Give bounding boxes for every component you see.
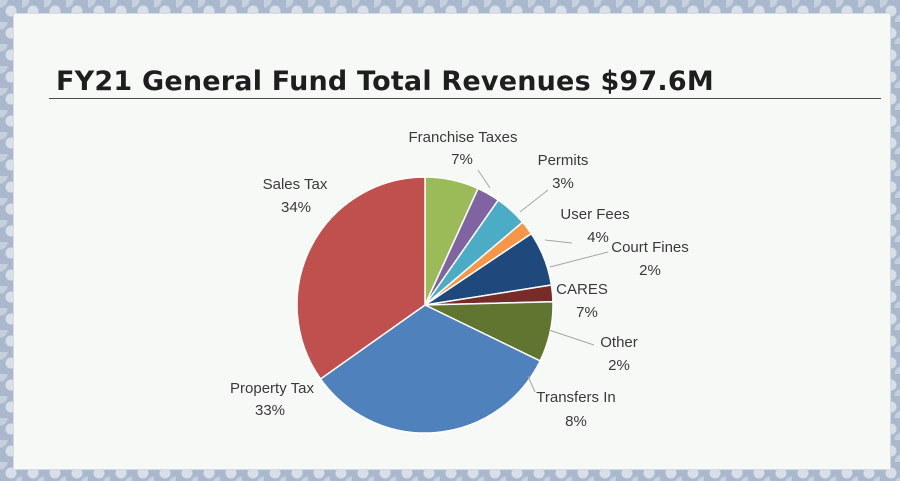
slice-label-property-tax: Property Tax bbox=[230, 380, 314, 397]
slice-label-cares: CARES bbox=[556, 281, 608, 298]
slice-label-franchise-taxes: Franchise Taxes bbox=[409, 129, 518, 146]
leader-line-court-fines bbox=[549, 251, 609, 268]
slice-percent-transfers-in: 8% bbox=[565, 413, 587, 430]
slice-label-court-fines: Court Fines bbox=[611, 239, 689, 256]
slice-percent-other: 2% bbox=[608, 357, 630, 374]
leader-line-user-fees bbox=[544, 239, 573, 244]
page-title: FY21 General Fund Total Revenues $97.6M bbox=[56, 66, 714, 97]
slice-percent-sales-tax: 34% bbox=[281, 199, 311, 216]
slice-labels: Franchise Taxes 7% Permits 3% User Fees 4%Cou… bbox=[230, 129, 689, 430]
leader-line-franchise-taxes bbox=[477, 169, 491, 189]
leader-lines bbox=[477, 169, 609, 393]
leader-line-permits bbox=[519, 189, 549, 213]
slice-percent-court-fines: 2% bbox=[639, 262, 661, 279]
slice-label-permits: Permits bbox=[538, 152, 589, 169]
slice-label-other: Other bbox=[600, 334, 638, 351]
pie-slice-sales-tax bbox=[296, 176, 426, 380]
slice-percent-franchise-taxes: 7% bbox=[451, 151, 473, 168]
slice-label-user-fees: User Fees bbox=[560, 206, 629, 223]
slice-label-sales-tax: Sales Tax bbox=[263, 176, 328, 193]
slice-percent-permits: 3% bbox=[552, 175, 574, 192]
pie-slices bbox=[296, 176, 554, 434]
slice-percent-user-fees: 4% bbox=[587, 229, 609, 246]
slice-percent-cares: 7% bbox=[576, 304, 598, 321]
leader-line-other bbox=[548, 329, 595, 346]
leader-line-transfers-in bbox=[527, 375, 536, 393]
slice-percent-property-tax: 33% bbox=[255, 402, 285, 419]
title-divider bbox=[49, 98, 881, 99]
pie-slice-property-tax bbox=[319, 304, 542, 434]
slice-label-transfers-in: Transfers In bbox=[536, 389, 615, 406]
